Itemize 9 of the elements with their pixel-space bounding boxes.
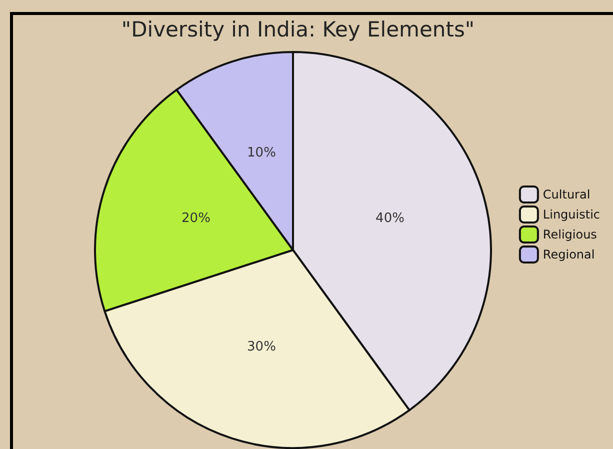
data-label: 20% [182, 210, 210, 226]
data-label: 30% [247, 340, 276, 355]
legend-label: Religious [542, 228, 597, 242]
legend-label: Linguistic [542, 208, 600, 222]
data-label: 10% [247, 145, 276, 160]
legend-label: Cultural [542, 188, 590, 202]
data-label: 40% [376, 210, 404, 226]
chart-title: "Diversity in India: Key Elements" [121, 18, 475, 42]
legend-label: Regional [542, 248, 595, 262]
